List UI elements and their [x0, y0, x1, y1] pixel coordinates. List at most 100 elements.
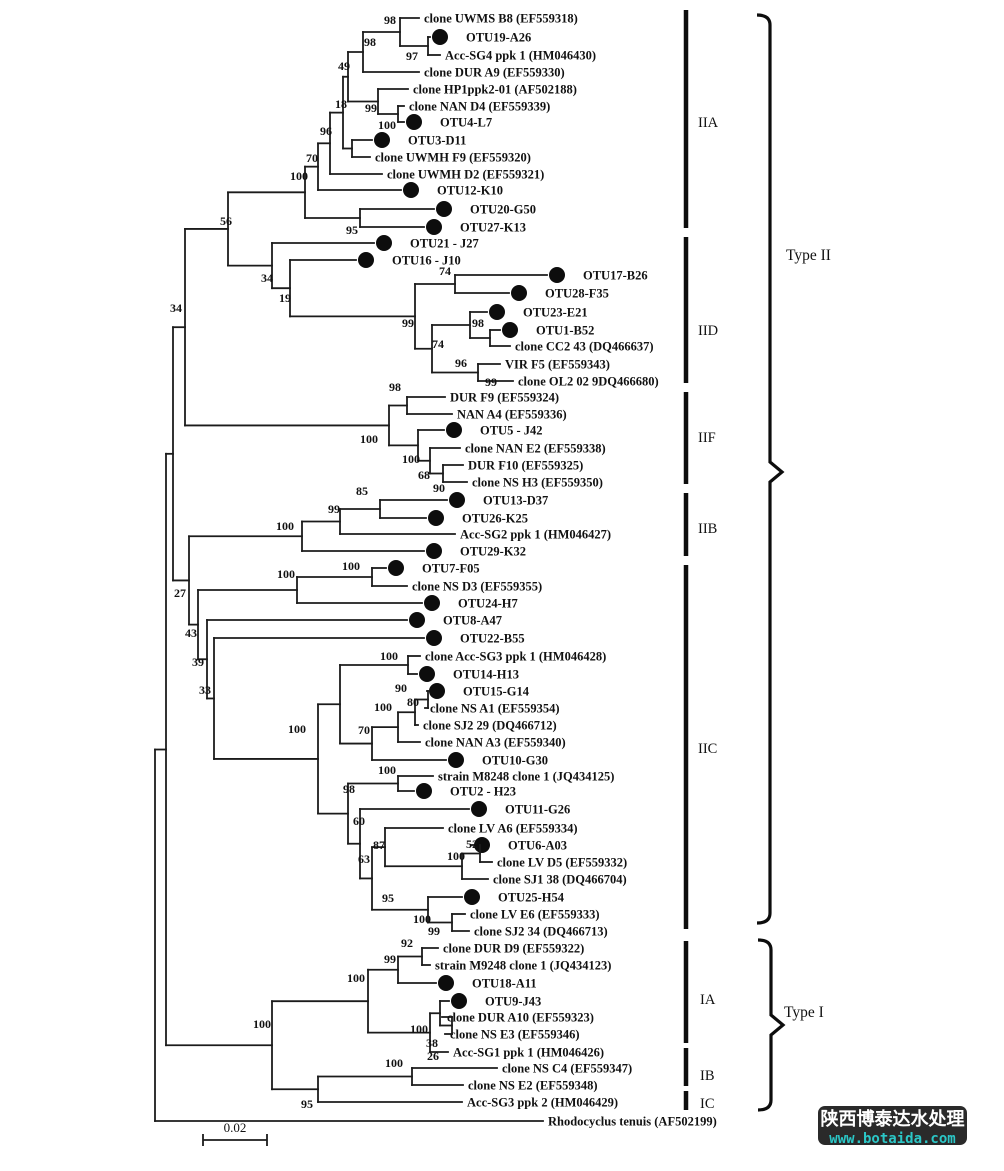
otu-marker-dot [474, 837, 490, 853]
taxon-leaf-label: clone DUR A9 (EF559330) [424, 66, 565, 80]
type-bracket-label: Type II [786, 247, 831, 264]
taxon-leaf-label: Acc-SG1 ppk 1 (HM046426) [453, 1046, 604, 1060]
bootstrap-value: 90 [433, 481, 445, 495]
watermark-badge: 陕西博泰达水处理 www.botaida.com [818, 1106, 967, 1147]
taxon-leaf-label: DUR F10 (EF559325) [468, 459, 583, 473]
otu-marker-dot [502, 322, 518, 338]
taxon-leaf-label: clone NS C4 (EF559347) [502, 1062, 632, 1076]
otu-marker-dot [446, 422, 462, 438]
bootstrap-value: 70 [306, 151, 318, 165]
bootstrap-value: 95 [346, 223, 358, 237]
taxon-leaf-label: clone SJ1 38 (DQ466704) [493, 873, 627, 887]
otu-leaf-label: OTU2 - H23 [450, 785, 516, 799]
bootstrap-value: 99 [365, 101, 377, 115]
taxon-leaf-label: clone NS E2 (EF559348) [468, 1079, 598, 1093]
clade-label-ib: IB [700, 1068, 715, 1084]
otu-marker-dot [449, 492, 465, 508]
otu-leaf-label: OTU21 - J27 [410, 237, 479, 251]
otu-leaf-label: OTU11-G26 [505, 803, 570, 817]
otu-leaf-label: OTU20-G50 [470, 203, 536, 217]
otu-marker-dot [409, 612, 425, 628]
taxon-leaf-label: Rhodocyclus tenuis (AF502199) [548, 1115, 717, 1129]
clade-label-iib: IIB [698, 521, 717, 537]
taxon-leaf-label: clone UWMH F9 (EF559320) [375, 151, 531, 165]
bootstrap-value: 52 [466, 837, 478, 851]
taxon-leaf-label: clone NS E3 (EF559346) [450, 1028, 580, 1042]
otu-leaf-label: OTU9-J43 [485, 995, 541, 1009]
taxon-leaf-label: clone NS H3 (EF559350) [472, 476, 603, 490]
bootstrap-value: 27 [174, 586, 186, 600]
bootstrap-value: 68 [418, 468, 430, 482]
otu-leaf-label: OTU26-K25 [462, 512, 528, 526]
bootstrap-value: 100 [288, 722, 306, 736]
taxon-leaf-label: clone DUR D9 (EF559322) [443, 942, 584, 956]
taxon-leaf-label: strain M8248 clone 1 (JQ434125) [438, 770, 614, 784]
bootstrap-value: 34 [170, 301, 182, 315]
otu-marker-dot [416, 783, 432, 799]
bootstrap-value: 100 [253, 1017, 271, 1031]
bootstrap-value: 100 [447, 849, 465, 863]
otu-leaf-label: OTU17-B26 [583, 269, 648, 283]
otu-leaf-label: OTU23-E21 [523, 306, 588, 320]
otu-marker-dot [436, 201, 452, 217]
otu-marker-dot [432, 29, 448, 45]
taxon-leaf-label: clone CC2 43 (DQ466637) [515, 340, 654, 354]
bootstrap-value: 100 [360, 432, 378, 446]
bootstrap-value: 96 [320, 124, 332, 138]
otu-marker-dot [426, 219, 442, 235]
bootstrap-value: 98 [389, 380, 401, 394]
bootstrap-value: 56 [220, 214, 232, 228]
taxon-leaf-label: clone Acc-SG3 ppk 1 (HM046428) [425, 650, 606, 664]
bootstrap-value: 63 [358, 852, 370, 866]
otu-marker-dot [448, 752, 464, 768]
otu-marker-dot [424, 595, 440, 611]
bootstrap-value: 100 [410, 1022, 428, 1036]
bootstrap-value: 100 [378, 118, 396, 132]
taxon-leaf-label: clone UWMS B8 (EF559318) [424, 12, 578, 26]
taxon-leaf-label: clone NAN D4 (EF559339) [409, 100, 550, 114]
otu-marker-dot [451, 993, 467, 1009]
bootstrap-value: 100 [290, 169, 308, 183]
bootstrap-value: 18 [335, 97, 347, 111]
bootstrap-value: 98 [472, 316, 484, 330]
taxon-leaf-label: clone SJ2 34 (DQ466713) [474, 925, 608, 939]
taxon-leaf-label: NAN A4 (EF559336) [457, 408, 567, 422]
otu-leaf-label: OTU7-F05 [422, 562, 480, 576]
type-bracket [757, 938, 786, 1112]
bootstrap-value: 100 [374, 700, 392, 714]
bootstrap-value: 99 [328, 502, 340, 516]
clade-label-iif: IIF [698, 430, 716, 446]
otu-leaf-label: OTU16 - J10 [392, 254, 461, 268]
scale-bar-label: 0.02 [224, 1120, 247, 1135]
taxon-leaf-label: clone OL2 02 9DQ466680) [518, 375, 659, 389]
otu-leaf-label: OTU19-A26 [466, 31, 531, 45]
taxon-leaf-label: clone LV D5 (EF559332) [497, 856, 627, 870]
taxon-leaf-label: clone NAN A3 (EF559340) [425, 736, 566, 750]
taxon-leaf-label: clone NAN E2 (EF559338) [465, 442, 606, 456]
bootstrap-value: 100 [378, 763, 396, 777]
clade-label-iia: IIA [698, 115, 719, 131]
bootstrap-value: 87 [373, 838, 385, 852]
bootstrap-value: 96 [455, 356, 467, 370]
otu-marker-dot [426, 630, 442, 646]
bootstrap-value: 19 [279, 291, 291, 305]
taxon-leaf-label: clone NS D3 (EF559355) [412, 580, 542, 594]
otu-marker-dot [428, 510, 444, 526]
taxon-leaf-label: Acc-SG2 ppk 1 (HM046427) [460, 528, 611, 542]
bootstrap-value: 100 [342, 559, 360, 573]
bootstrap-value: 100 [413, 912, 431, 926]
otu-marker-dot [406, 114, 422, 130]
bootstrap-value: 39 [192, 655, 204, 669]
bootstrap-value: 70 [358, 723, 370, 737]
bootstrap-value: 100 [385, 1056, 403, 1070]
clade-label-iic: IIC [698, 741, 717, 757]
otu-marker-dot [489, 304, 505, 320]
otu-leaf-label: OTU6-A03 [508, 839, 567, 853]
otu-marker-dot [403, 182, 419, 198]
bootstrap-value: 100 [276, 519, 294, 533]
otu-leaf-label: OTU12-K10 [437, 184, 503, 198]
otu-leaf-label: OTU13-D37 [483, 494, 548, 508]
bootstrap-value: 74 [439, 264, 451, 278]
